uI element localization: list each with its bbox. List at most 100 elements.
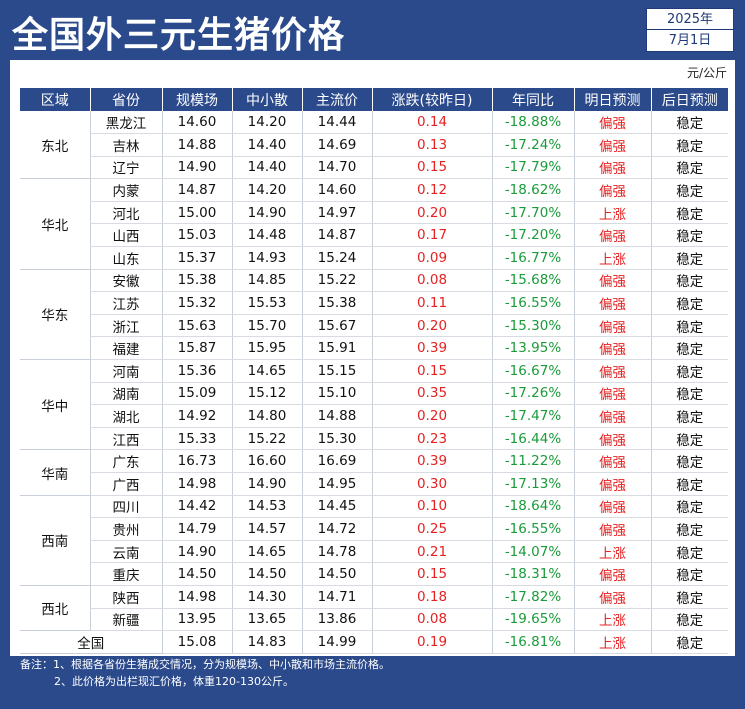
region-cell: 华中	[20, 359, 90, 451]
date-box: 2025年 7月1日	[646, 8, 734, 52]
small-farm-price: 14.20	[231, 178, 302, 202]
forecast-after: 稳定	[650, 630, 728, 654]
yoy-cell: -17.47%	[491, 404, 574, 428]
col-header: 涨跌(较昨日)	[371, 88, 492, 111]
region-cell: 东北	[20, 111, 90, 180]
table-row: 吉林 14.88 14.40 14.69 0.13 -17.24% 偏强 稳定	[20, 133, 728, 157]
small-farm-price: 14.53	[231, 495, 302, 519]
province-cell: 山东	[89, 246, 162, 270]
main-price: 14.95	[301, 472, 372, 496]
col-header: 中小散	[231, 88, 302, 111]
forecast-tomorrow: 偏强	[573, 156, 651, 180]
change-cell: 0.25	[371, 517, 492, 541]
large-farm-price: 15.03	[161, 223, 232, 248]
small-farm-price: 14.93	[231, 246, 302, 270]
yoy-cell: -18.31%	[491, 562, 574, 586]
table-row: 贵州 14.79 14.57 14.72 0.25 -16.55% 偏强 稳定	[20, 517, 728, 541]
large-farm-price: 14.98	[161, 472, 232, 496]
main-price: 15.91	[301, 336, 372, 361]
forecast-after: 稳定	[650, 269, 728, 293]
forecast-after: 稳定	[650, 201, 728, 225]
forecast-tomorrow: 偏强	[573, 562, 651, 586]
main-price: 14.45	[301, 495, 372, 519]
large-farm-price: 14.90	[161, 156, 232, 180]
large-farm-price: 14.88	[161, 133, 232, 157]
change-cell: 0.30	[371, 472, 492, 496]
yoy-cell: -16.44%	[491, 427, 574, 451]
province-cell: 江苏	[89, 291, 162, 315]
small-farm-price: 15.12	[231, 382, 302, 406]
price-table: 区域 省份 规模场 中小散 主流价 涨跌(较昨日) 年同比 明日预测 后日预测 …	[20, 88, 728, 654]
main-price: 15.10	[301, 382, 372, 406]
forecast-tomorrow: 偏强	[573, 449, 651, 473]
yoy-cell: -19.65%	[491, 608, 574, 632]
region-cell: 华南	[20, 449, 90, 496]
col-header: 规模场	[161, 88, 232, 111]
forecast-after: 稳定	[650, 404, 728, 428]
large-farm-price: 14.50	[161, 562, 232, 586]
province-cell: 贵州	[89, 517, 162, 541]
forecast-after: 稳定	[650, 291, 728, 315]
yoy-cell: -16.67%	[491, 359, 574, 383]
forecast-after: 稳定	[650, 562, 728, 586]
change-cell: 0.09	[371, 246, 492, 270]
forecast-after: 稳定	[650, 156, 728, 180]
table-row: 华北 内蒙 14.87 14.20 14.60 0.12 -18.62% 偏强 稳定	[20, 178, 728, 270]
footnote-2: 2、此价格为出栏现汇价格，体重120-130公斤。	[54, 675, 294, 688]
price-sheet: 元/公斤 区域 省份 规模场 中小散 主流价 涨跌(较昨日) 年同比 明日预测 …	[10, 60, 735, 656]
table-row: 湖北 14.92 14.80 14.88 0.20 -17.47% 偏强 稳定	[20, 404, 728, 428]
large-farm-price: 15.63	[161, 314, 232, 338]
forecast-tomorrow: 偏强	[573, 111, 651, 135]
province-cell: 广西	[89, 472, 162, 496]
province-cell: 福建	[89, 336, 162, 361]
large-farm-price: 14.98	[161, 585, 232, 609]
forecast-after: 稳定	[650, 427, 728, 451]
forecast-tomorrow: 偏强	[573, 427, 651, 451]
change-cell: 0.20	[371, 314, 492, 338]
small-farm-price: 14.50	[231, 562, 302, 586]
small-farm-price: 14.83	[231, 630, 302, 654]
col-header: 后日预测	[650, 88, 728, 111]
yoy-cell: -17.24%	[491, 133, 574, 157]
large-farm-price: 15.08	[161, 630, 232, 654]
main-price: 14.88	[301, 404, 372, 428]
table-row: 云南 14.90 14.65 14.78 0.21 -14.07% 上涨 稳定	[20, 540, 728, 564]
small-farm-price: 14.65	[231, 359, 302, 383]
main-price: 13.86	[301, 608, 372, 632]
forecast-after: 稳定	[650, 359, 728, 383]
forecast-tomorrow: 偏强	[573, 133, 651, 157]
province-cell: 四川	[89, 495, 162, 519]
region-cell: 西南	[20, 495, 90, 586]
small-farm-price: 14.40	[231, 133, 302, 157]
large-farm-price: 14.79	[161, 517, 232, 541]
forecast-after: 稳定	[650, 608, 728, 632]
small-farm-price: 14.85	[231, 269, 302, 293]
forecast-after: 稳定	[650, 223, 728, 248]
forecast-tomorrow: 偏强	[573, 382, 651, 406]
main-price: 15.24	[301, 246, 372, 270]
small-farm-price: 14.20	[231, 111, 302, 135]
table-row: 东北 黑龙江 14.60 14.20 14.44 0.14 -18.88% 偏强 稳定	[20, 111, 728, 180]
table-row: 重庆 14.50 14.50 14.50 0.15 -18.31% 偏强 稳定	[20, 562, 728, 586]
change-cell: 0.18	[371, 585, 492, 609]
forecast-after: 稳定	[650, 472, 728, 496]
region-cell: 华北	[20, 178, 90, 270]
forecast-tomorrow: 上涨	[573, 540, 651, 564]
large-farm-price: 14.87	[161, 178, 232, 202]
large-farm-price: 15.00	[161, 201, 232, 225]
forecast-after: 稳定	[650, 133, 728, 157]
yoy-cell: -18.64%	[491, 495, 574, 519]
small-farm-price: 14.30	[231, 585, 302, 609]
forecast-after: 稳定	[650, 517, 728, 541]
main-price: 15.15	[301, 359, 372, 383]
col-header: 主流价	[301, 88, 372, 111]
yoy-cell: -18.88%	[491, 111, 574, 135]
large-farm-price: 14.90	[161, 540, 232, 564]
table-row: 浙江 15.63 15.70 15.67 0.20 -15.30% 偏强 稳定	[20, 314, 728, 338]
large-farm-price: 15.33	[161, 427, 232, 451]
province-cell: 陕西	[89, 585, 162, 609]
forecast-after: 稳定	[650, 449, 728, 473]
col-header: 省份	[89, 88, 162, 111]
main-price: 14.72	[301, 517, 372, 541]
main-price: 14.97	[301, 201, 372, 225]
